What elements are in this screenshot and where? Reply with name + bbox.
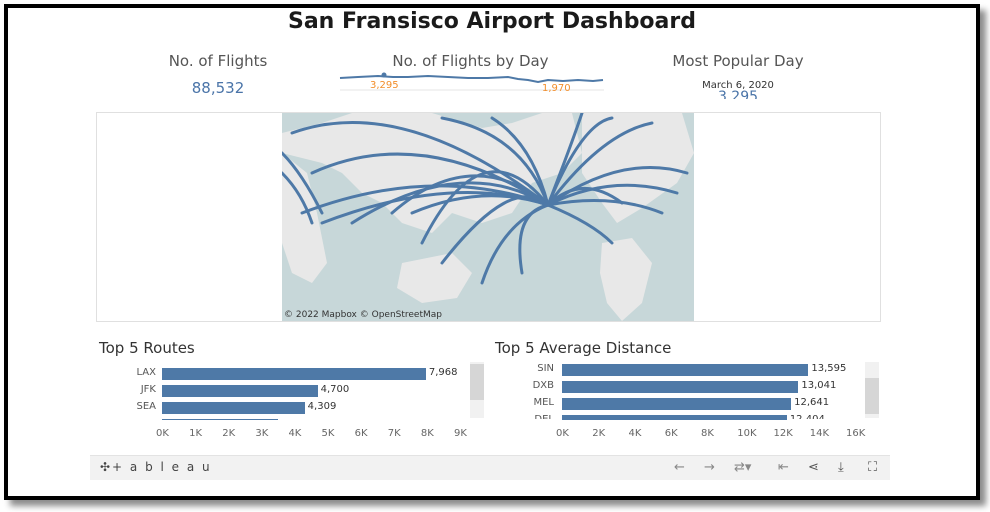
routes-bar-label: JFK — [140, 384, 156, 395]
top-distance-title: Top 5 Average Distance — [495, 339, 672, 357]
distance-scrollbar-thumb[interactable] — [865, 378, 879, 414]
distance-bar-label: DEL — [524, 414, 554, 419]
distance-bar-label: SIN — [537, 363, 554, 374]
flights-by-day-sparkline[interactable] — [338, 70, 606, 98]
routes-bar[interactable] — [162, 402, 305, 414]
routes-axis-tick: 7K — [387, 428, 401, 439]
by-day-kpi-label: No. of Flights by Day — [392, 52, 549, 70]
routes-bar-value: 7,968 — [428, 367, 458, 378]
popular-day-kpi-label: Most Popular Day — [672, 52, 804, 70]
route-map-container: © 2022 Mapbox © OpenStreetMap — [96, 112, 881, 322]
south-america-land — [600, 238, 652, 321]
distance-bar-value: 13,041 — [801, 380, 837, 391]
routes-axis-tick: 0K — [156, 428, 169, 439]
distance-axis-tick: 16K — [846, 428, 866, 439]
top-routes-title: Top 5 Routes — [99, 339, 195, 357]
distance-bar-label: DXB — [532, 380, 554, 391]
distance-bar[interactable] — [562, 398, 792, 410]
map-svg — [282, 113, 694, 321]
distance-bar[interactable] — [562, 364, 809, 376]
popular-day-date: March 6, 2020 — [702, 80, 774, 91]
distance-bar[interactable] — [562, 415, 787, 420]
tableau-logo[interactable]: ✣+ a b l e a u — [100, 460, 212, 474]
routes-axis-tick: 1K — [189, 428, 203, 439]
sparkline-low-label: 1,970 — [542, 83, 571, 94]
routes-bar[interactable] — [162, 385, 318, 397]
routes-axis-tick: 5K — [321, 428, 335, 439]
routes-bar-value: 4,700 — [320, 384, 350, 395]
sparkline-line — [339, 74, 604, 84]
routes-axis-tick: 2K — [222, 428, 236, 439]
sparkline-high-point — [381, 72, 387, 78]
popular-day-value: 3,295 — [717, 90, 759, 99]
dashboard-title: San Fransisco Airport Dashboard — [287, 9, 696, 34]
distance-axis-tick: 10K — [737, 428, 757, 439]
first-icon[interactable]: ⇤ — [778, 460, 789, 475]
distance-bar-value: 12,641 — [794, 397, 830, 408]
distance-bar-label: MEL — [533, 397, 554, 408]
routes-bar-label: LAX — [136, 367, 157, 378]
sparkline-high-label: 3,295 — [370, 80, 399, 91]
routes-bar-label: LAS — [126, 418, 156, 419]
routes-axis-tick: 8K — [420, 428, 434, 439]
tableau-toolbar: ✣+ a b l e a u ← → ⇄▾ ⇤ ⋖ ⤓ ⛶ — [90, 455, 890, 480]
flights-kpi-label: No. of Flights — [168, 52, 268, 70]
routes-bar[interactable] — [162, 368, 426, 380]
fullscreen-icon[interactable]: ⛶ — [868, 460, 878, 475]
route-arcs — [282, 113, 689, 285]
routes-axis-tick: 6K — [354, 428, 368, 439]
routes-bar-value: 3,500 — [281, 418, 310, 419]
distance-axis-tick: 6K — [664, 428, 678, 439]
route-map[interactable]: © 2022 Mapbox © OpenStreetMap — [282, 113, 694, 321]
distance-axis-tick: 8K — [701, 428, 714, 439]
routes-scrollbar-thumb[interactable] — [470, 364, 484, 400]
routes-axis-tick: 4K — [288, 428, 302, 439]
dashboard-frame: San Fransisco Airport Dashboard No. of F… — [4, 4, 980, 500]
redo-icon[interactable]: → — [704, 460, 715, 475]
distance-axis-tick: 0K — [556, 428, 569, 439]
routes-bar[interactable] — [162, 419, 278, 420]
routes-axis-tick: 9K — [454, 428, 467, 439]
distance-bar[interactable] — [562, 381, 799, 393]
routes-bar-label: SEA — [136, 401, 156, 412]
flights-kpi-value: 88,532 — [191, 79, 245, 97]
distance-bar-value: 13,595 — [811, 363, 847, 374]
share-icon[interactable]: ⋖ — [808, 460, 819, 475]
map-attribution: © 2022 Mapbox © OpenStreetMap — [284, 310, 442, 320]
routes-axis-tick: 3K — [255, 428, 269, 439]
routes-bar-value: 4,309 — [307, 401, 337, 412]
download-icon[interactable]: ⤓ — [838, 460, 844, 475]
undo-icon[interactable]: ← — [674, 460, 685, 475]
revert-icon[interactable]: ⇄▾ — [734, 460, 752, 475]
australia-land — [397, 253, 472, 303]
distance-axis-tick: 12K — [773, 428, 793, 439]
distance-axis-tick: 14K — [809, 428, 830, 439]
distance-bar-value: 12,404 — [790, 414, 825, 419]
distance-axis-tick: 2K — [592, 428, 606, 439]
distance-axis-tick: 4K — [628, 428, 642, 439]
